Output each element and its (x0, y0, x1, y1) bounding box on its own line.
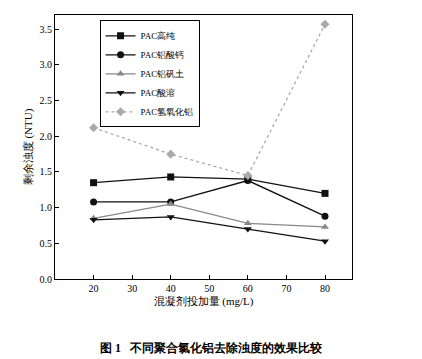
svg-text:0.0: 0.0 (40, 274, 53, 285)
svg-text:PAC铝矾土: PAC铝矾土 (141, 69, 185, 79)
svg-text:1.0: 1.0 (40, 202, 53, 213)
svg-text:剩余浊度 (NTU): 剩余浊度 (NTU) (22, 108, 35, 185)
svg-text:1.5: 1.5 (40, 166, 53, 177)
svg-text:70: 70 (281, 283, 291, 294)
svg-text:40: 40 (166, 283, 176, 294)
svg-text:3.0: 3.0 (40, 59, 53, 70)
svg-text:30: 30 (127, 283, 137, 294)
svg-text:60: 60 (243, 283, 253, 294)
svg-text:PAC氢氧化铝: PAC氢氧化铝 (141, 107, 194, 117)
svg-text:PAC高纯: PAC高纯 (141, 31, 176, 41)
svg-text:80: 80 (320, 283, 330, 294)
svg-text:混凝剂投加量 (mg/L): 混凝剂投加量 (mg/L) (154, 295, 254, 308)
svg-text:图 1 不同聚合氯化铝去除浊度的效果比较: 图 1 不同聚合氯化铝去除浊度的效果比较 (100, 341, 323, 355)
svg-text:20: 20 (89, 283, 99, 294)
svg-text:PAC铝酸钙: PAC铝酸钙 (141, 50, 185, 60)
svg-text:2.5: 2.5 (40, 95, 53, 106)
svg-text:50: 50 (204, 283, 214, 294)
svg-text:3.5: 3.5 (40, 24, 53, 35)
svg-text:PAC酸溶: PAC酸溶 (141, 88, 176, 98)
svg-text:0.5: 0.5 (40, 238, 53, 249)
svg-text:2.0: 2.0 (40, 131, 53, 142)
